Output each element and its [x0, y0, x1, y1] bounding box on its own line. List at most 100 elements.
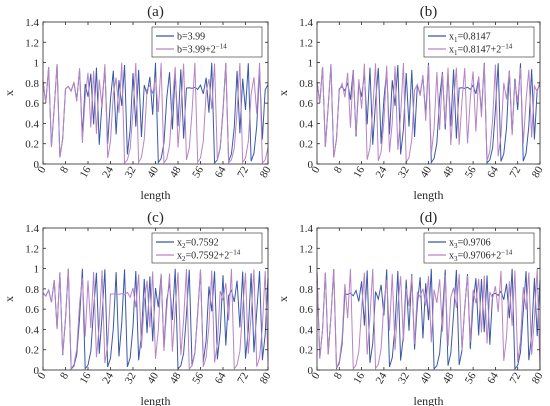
x-tick-label: 80 — [530, 164, 546, 180]
legend-entry: x1=0.8147+2−14 — [449, 43, 513, 58]
y-tick-label: 0.8 — [299, 284, 313, 296]
x-tick-label: 16 — [351, 370, 367, 386]
legend-box — [423, 26, 535, 58]
y-tick-label: 1.2 — [25, 37, 39, 49]
x-tick-label: 48 — [168, 164, 184, 180]
x-tick-label: 0 — [35, 370, 48, 381]
x-tick-label: 16 — [351, 164, 367, 180]
panel-title: (c) — [147, 210, 164, 226]
x-tick-label: 64 — [485, 164, 501, 180]
panel-title: (d) — [420, 210, 438, 226]
x-tick-label: 48 — [168, 370, 184, 386]
x-tick-label: 80 — [258, 164, 274, 180]
y-axis-label: x — [276, 296, 290, 302]
x-tick-label: 16 — [78, 370, 94, 386]
y-tick-label: 0.8 — [299, 78, 313, 90]
y-tick-label: 0.2 — [299, 345, 313, 357]
x-tick-label: 32 — [396, 165, 412, 181]
chart-panel-2: 00.20.40.60.811.21.40 8 16 24 32 40 48 56 64 72 80… — [276, 4, 546, 202]
legend-entry: x3=0.9706 — [449, 238, 491, 251]
series-line-2 — [42, 62, 269, 165]
y-tick-label: 0.4 — [299, 324, 313, 336]
x-tick-label: 72 — [507, 165, 523, 181]
legend-entry: x2=0.7592 — [177, 238, 219, 251]
x-axis-label: length — [414, 188, 444, 202]
x-tick-label: 8 — [332, 164, 345, 175]
y-tick-label: 0.8 — [25, 284, 39, 296]
y-tick-label: 0.2 — [25, 345, 39, 357]
x-tick-label: 72 — [235, 371, 251, 387]
legend-box — [151, 232, 263, 264]
y-tick-label: 1 — [34, 58, 40, 70]
x-tick-label: 56 — [463, 370, 479, 386]
x-tick-label: 0 — [309, 370, 322, 381]
y-tick-label: 1.4 — [299, 223, 313, 235]
series-line-1 — [316, 268, 541, 371]
y-tick-label: 1.2 — [25, 243, 39, 255]
x-tick-label: 64 — [213, 164, 229, 180]
y-axis-label: x — [2, 296, 16, 302]
x-tick-label: 56 — [190, 370, 206, 386]
series-line-2 — [316, 268, 541, 371]
legend-entry: x1=0.8147 — [449, 32, 491, 45]
x-tick-label: 48 — [441, 370, 457, 386]
panel-title: (b) — [420, 4, 438, 20]
x-axis-label: length — [141, 394, 171, 406]
chart-panel-1: 00.20.40.60.811.21.40 8 16 24 32 40 48 56 64 72 80… — [2, 4, 274, 202]
x-tick-label: 8 — [58, 370, 71, 381]
x-tick-label: 32 — [123, 371, 139, 387]
x-tick-label: 72 — [235, 165, 251, 181]
y-tick-label: 0.4 — [299, 118, 313, 130]
x-tick-label: 56 — [463, 164, 479, 180]
y-tick-label: 0.4 — [25, 118, 39, 130]
y-tick-label: 1.4 — [25, 223, 39, 235]
y-tick-label: 1 — [308, 264, 314, 276]
chart-panel-4: 00.20.40.60.811.21.40 8 16 24 32 40 48 56 64 72 80… — [276, 210, 546, 406]
x-tick-label: 48 — [441, 164, 457, 180]
y-tick-label: 0.8 — [25, 78, 39, 90]
x-tick-label: 80 — [530, 370, 546, 386]
y-tick-label: 1 — [34, 264, 40, 276]
y-tick-label: 0 — [34, 365, 40, 377]
x-tick-label: 24 — [100, 370, 116, 386]
x-tick-label: 24 — [374, 164, 390, 180]
x-tick-label: 40 — [418, 164, 434, 180]
x-tick-label: 80 — [258, 370, 274, 386]
x-tick-label: 24 — [100, 164, 116, 180]
x-tick-label: 0 — [309, 164, 322, 175]
x-tick-label: 72 — [507, 371, 523, 387]
x-tick-label: 24 — [374, 370, 390, 386]
x-tick-label: 40 — [418, 370, 434, 386]
x-tick-label: 8 — [332, 370, 345, 381]
series-line-2 — [316, 62, 541, 165]
y-axis-label: x — [276, 90, 290, 96]
x-tick-label: 0 — [35, 164, 48, 175]
x-tick-label: 56 — [190, 164, 206, 180]
x-axis-label: length — [141, 188, 171, 202]
y-tick-label: 0.6 — [299, 98, 313, 110]
y-tick-label: 1.4 — [25, 17, 39, 29]
y-tick-label: 0 — [308, 159, 314, 171]
y-tick-label: 1.2 — [299, 243, 313, 255]
series-line-2 — [42, 268, 269, 371]
panel-title: (a) — [147, 4, 164, 20]
y-tick-label: 0 — [34, 159, 40, 171]
legend-entry: x3=0.9706+2−14 — [449, 249, 513, 264]
y-tick-label: 1.2 — [299, 37, 313, 49]
legend-entry: b=3.99 — [177, 32, 205, 43]
legend-box — [151, 26, 263, 58]
y-tick-label: 1 — [308, 58, 314, 70]
y-tick-label: 0 — [308, 365, 314, 377]
y-tick-label: 1.4 — [299, 17, 313, 29]
x-tick-label: 8 — [58, 164, 71, 175]
y-tick-label: 0.6 — [299, 304, 313, 316]
y-tick-label: 0.2 — [299, 139, 313, 151]
y-tick-label: 0.6 — [25, 304, 39, 316]
chart-panel-3: 00.20.40.60.811.21.40 8 16 24 32 40 48 56 64 72 80… — [2, 210, 274, 406]
y-tick-label: 0.6 — [25, 98, 39, 110]
x-tick-label: 64 — [485, 370, 501, 386]
x-tick-label: 40 — [145, 370, 161, 386]
